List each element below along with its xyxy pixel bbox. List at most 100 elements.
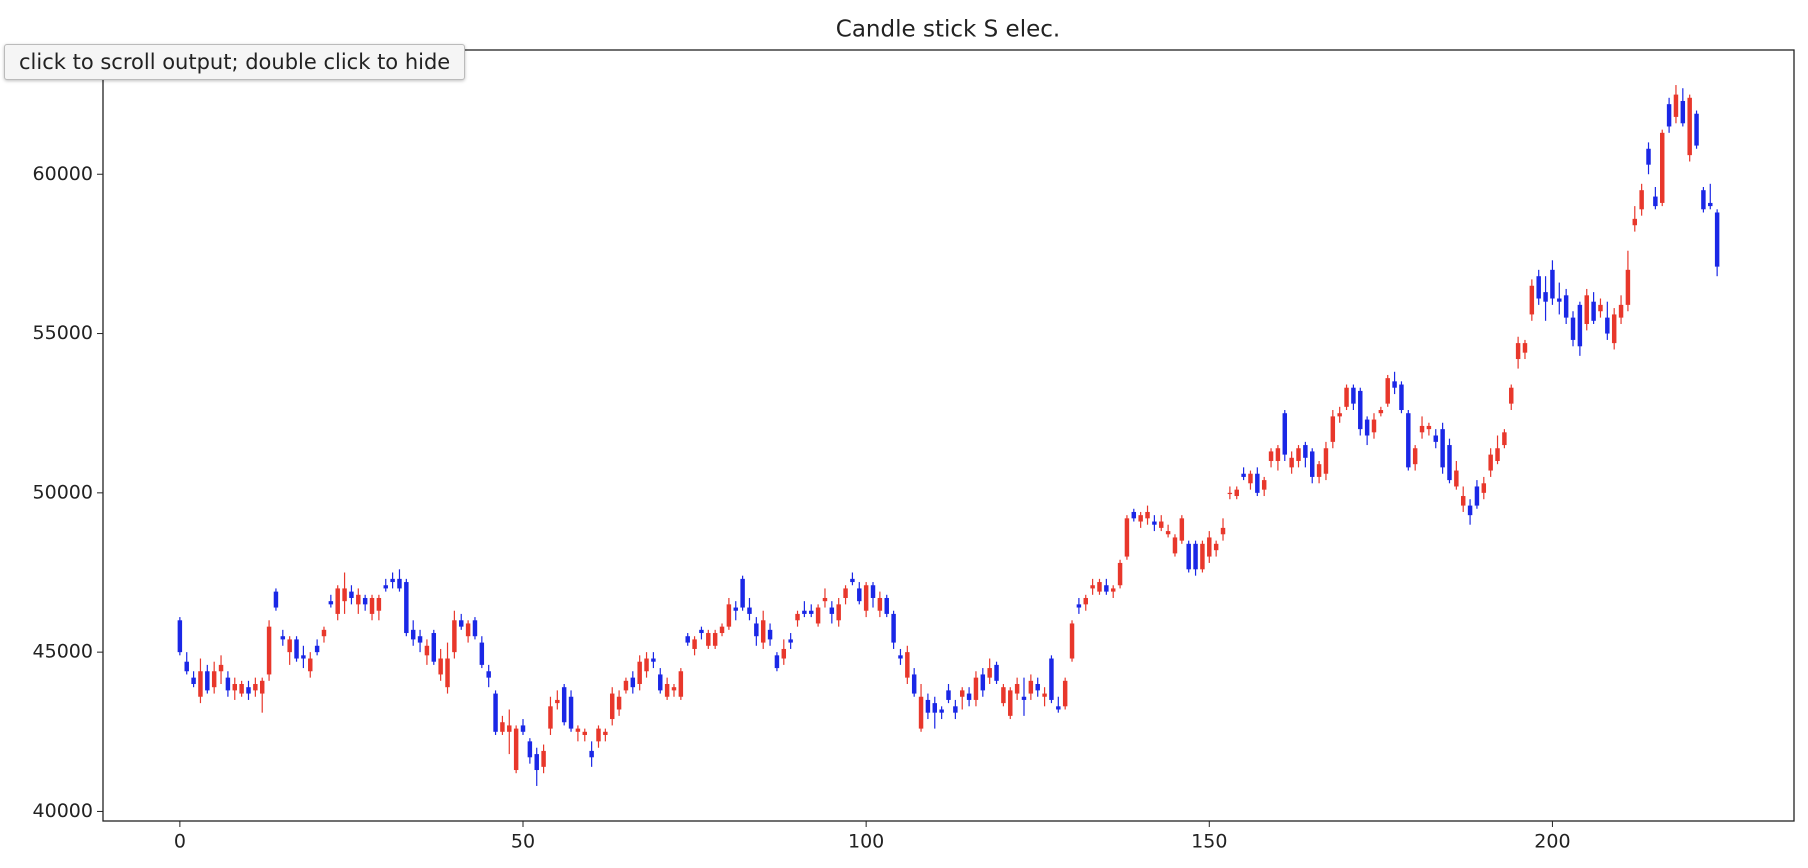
candle-body xyxy=(328,601,334,605)
candle-body xyxy=(829,607,835,614)
candle-body xyxy=(527,741,533,758)
candle-body xyxy=(1152,521,1157,525)
candle-body xyxy=(1282,413,1288,455)
candle-body xyxy=(1083,597,1088,605)
candle-body xyxy=(1474,486,1480,506)
candle-body xyxy=(280,636,286,640)
candle-body xyxy=(205,671,210,691)
candle-body xyxy=(863,585,869,611)
candle-body xyxy=(1529,285,1535,315)
candle-body xyxy=(369,597,375,614)
candle-body xyxy=(232,684,237,691)
candle-body xyxy=(211,671,217,688)
candle-body xyxy=(671,687,677,691)
candle-body xyxy=(1385,378,1390,404)
candle-body xyxy=(706,633,711,646)
candle-body xyxy=(1515,343,1521,360)
candle-body xyxy=(1687,97,1692,156)
candle-body xyxy=(1419,425,1425,433)
candle-body xyxy=(1660,132,1665,203)
candle-body xyxy=(582,731,588,735)
candle-body xyxy=(1104,585,1109,592)
candle-body xyxy=(1309,451,1315,477)
candle-body xyxy=(541,750,546,767)
candle-body xyxy=(1227,492,1233,495)
candle-body xyxy=(726,604,732,627)
candle-body xyxy=(1495,448,1500,461)
plot-frame xyxy=(102,49,1795,822)
candle-body xyxy=(946,690,951,700)
candle-body xyxy=(1646,148,1651,165)
candle-body xyxy=(891,613,896,643)
x-tick-label: 0 xyxy=(174,831,186,853)
candle-body xyxy=(609,693,615,720)
candle-body xyxy=(1179,518,1185,541)
candle-body xyxy=(1625,269,1631,305)
candle-body xyxy=(1639,190,1644,210)
candle-body xyxy=(1268,451,1274,461)
candle-body xyxy=(1008,690,1013,716)
candle-body xyxy=(273,591,279,608)
candle-body xyxy=(809,610,814,614)
candle-body xyxy=(850,578,855,583)
candle-body xyxy=(1213,543,1219,551)
candle-body xyxy=(788,639,793,643)
candle-body xyxy=(760,620,766,643)
candle-body xyxy=(980,674,986,691)
candle-body xyxy=(431,633,437,662)
candle-body xyxy=(802,610,807,614)
candle-body xyxy=(1069,623,1075,659)
candle-body xyxy=(1021,696,1027,700)
candle-body xyxy=(397,578,402,589)
candle-body xyxy=(740,578,745,608)
candle-body xyxy=(1172,537,1178,554)
candle-body xyxy=(1570,317,1576,340)
candle-body xyxy=(1090,585,1095,589)
candle-body xyxy=(1543,292,1548,302)
candle-body xyxy=(994,664,999,681)
candle-body xyxy=(1577,304,1583,347)
candle-body xyxy=(1371,419,1377,433)
candle-body xyxy=(623,680,629,691)
candle-body xyxy=(1159,521,1164,528)
candle-body xyxy=(1207,537,1212,557)
candle-body xyxy=(1598,304,1603,312)
candle-body xyxy=(1392,381,1397,388)
candle-body xyxy=(259,680,265,694)
candle-body xyxy=(1076,604,1082,608)
candle-body xyxy=(857,588,862,602)
candle-body xyxy=(1303,445,1308,458)
candle-body xyxy=(1708,202,1713,207)
candle-body xyxy=(321,629,327,637)
candle-body xyxy=(898,655,903,659)
candle-body xyxy=(1557,298,1562,302)
candle-body xyxy=(253,684,258,691)
candle-body xyxy=(356,594,361,605)
candle-body xyxy=(884,597,889,614)
candle-body xyxy=(198,671,203,697)
candle-body xyxy=(1584,295,1589,324)
candle-body xyxy=(973,677,979,700)
candle-body xyxy=(664,684,670,697)
candle-body xyxy=(1035,684,1040,691)
output-tooltip[interactable]: click to scroll output; double click to … xyxy=(4,44,466,80)
candle-body xyxy=(404,582,409,634)
candle-body xyxy=(843,588,848,598)
candle-body xyxy=(479,642,485,665)
candle-body xyxy=(177,620,183,653)
candle-body xyxy=(383,585,388,589)
candle-body xyxy=(795,613,800,621)
candle-body xyxy=(465,623,471,637)
candle-body xyxy=(294,639,299,659)
candle-body xyxy=(774,655,780,669)
candle-body xyxy=(1454,470,1459,487)
candle-body xyxy=(939,709,944,713)
candle-body xyxy=(1097,582,1102,592)
candle-body xyxy=(301,655,306,659)
candle-body xyxy=(1563,295,1569,318)
candle-body xyxy=(1316,464,1322,477)
candle-body xyxy=(1261,480,1267,490)
candle-body xyxy=(1234,489,1239,497)
